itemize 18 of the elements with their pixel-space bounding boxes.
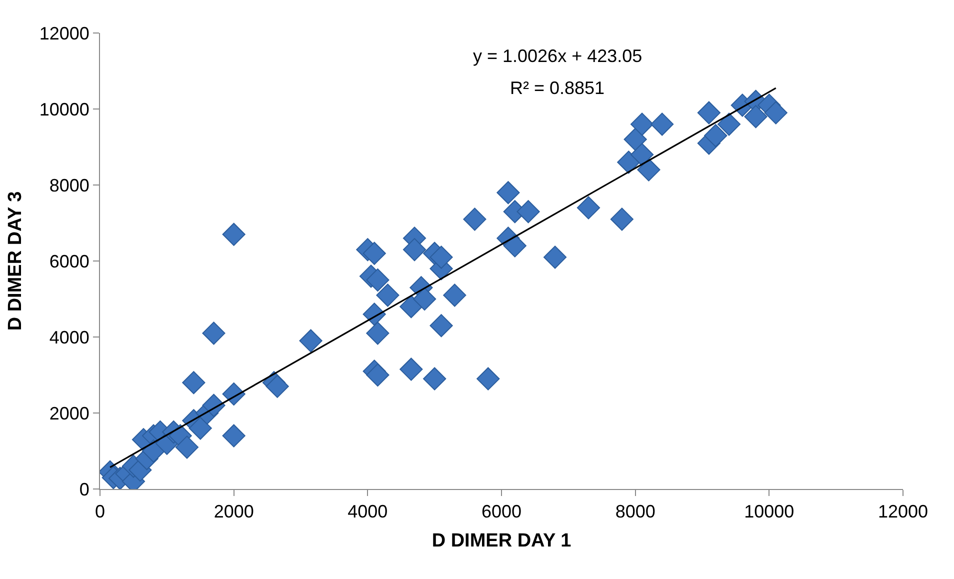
x-tick-label: 2000 <box>214 502 254 522</box>
x-tick-label: 4000 <box>348 502 388 522</box>
x-tick-label: 10000 <box>744 502 794 522</box>
x-tick-label: 8000 <box>615 502 656 522</box>
y-tick-label: 4000 <box>49 327 90 348</box>
y-tick-label: 10000 <box>39 99 90 120</box>
y-axis-title: D DIMER DAY 3 <box>5 191 26 331</box>
y-tick-label: 2000 <box>49 403 90 424</box>
y-tick-label: 12000 <box>39 23 90 44</box>
x-tick-label: 6000 <box>481 502 522 522</box>
y-tick-label: 0 <box>79 479 90 500</box>
y-tick-label: 6000 <box>49 251 90 272</box>
x-tick-label: 12000 <box>878 502 928 522</box>
y-tick-label: 8000 <box>49 175 90 196</box>
x-axis-title: D DIMER DAY 1 <box>432 530 572 552</box>
annotation: y = 1.0026x + 423.05 <box>473 46 642 66</box>
annotation: R² = 0.8851 <box>510 78 605 98</box>
x-tick-label: 0 <box>94 502 106 522</box>
